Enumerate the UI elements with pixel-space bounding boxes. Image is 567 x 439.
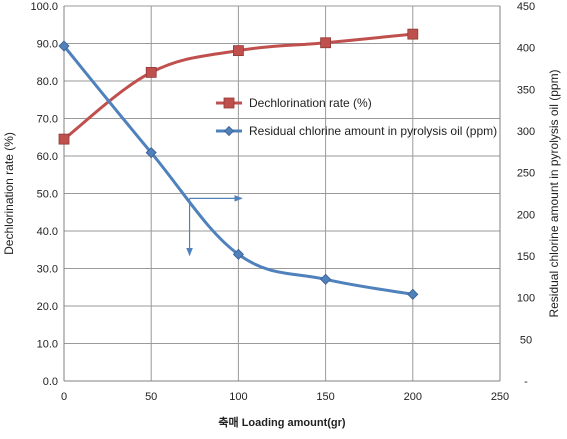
dechlorination-rate-point (58, 133, 70, 145)
y-left-tick-label: 10.0 (37, 339, 58, 351)
y-left-tick-label: 80.0 (37, 76, 58, 88)
x-tick-label: 100 (229, 391, 247, 403)
y-right-axis-title: Residual chlorine amount in pyrolysis oi… (547, 69, 561, 317)
legend-dechlorination-swatch-marker (223, 97, 235, 109)
dechlorination-rate-point (232, 45, 244, 57)
y-left-tick-label: 50.0 (37, 189, 58, 201)
x-tick-label: 150 (316, 391, 334, 403)
legend-residual-label: Residual chlorine amount in pyrolysis oi… (249, 124, 497, 138)
y-left-tick-label: 30.0 (37, 264, 58, 276)
x-tick-label: 200 (404, 391, 422, 403)
residual-chlorine-point (58, 40, 70, 52)
axis-labels: Dechlorination rate (%) Residual chlorine… (2, 69, 561, 429)
x-tick-label: 250 (491, 391, 509, 403)
residual-chlorine-point (407, 288, 419, 300)
y-right-tick-label: 200 (517, 209, 535, 221)
y-right-tick-label: 400 (517, 43, 535, 55)
residual-chlorine-point (320, 273, 332, 285)
residual-chlorine-point (145, 147, 157, 159)
annotations (186, 195, 243, 257)
y-left-tick-label: 20.0 (37, 301, 58, 313)
legend: Dechlorination rate (%) Residual chlorine… (216, 96, 497, 138)
dechlorination-rate-point (320, 37, 332, 49)
y-left-tick-label: 90.0 (37, 39, 58, 51)
y-right-tick-label: 300 (517, 126, 535, 138)
x-tick-label: 50 (145, 391, 157, 403)
gridlines (63, 5, 501, 382)
x-tick-label: 0 (61, 391, 67, 403)
y-left-tick-label: 0.0 (43, 376, 58, 388)
y-right-tick-label: 350 (517, 84, 535, 96)
y-right-tick-label: 450 (517, 1, 535, 13)
y-right-tick-label: 250 (517, 168, 535, 180)
dechlorination-rate-point (145, 66, 157, 78)
y-left-tick-label: 40.0 (37, 226, 58, 238)
y-right-tick-label: 100 (517, 293, 535, 305)
y-right-tick-label: 50 (520, 334, 532, 346)
y-right-tick-label: 150 (517, 251, 535, 263)
dechlorination-rate-point (407, 28, 419, 40)
residual-chlorine-line (62, 44, 415, 296)
series-markers (58, 28, 419, 300)
y-left-tick-label: 60.0 (37, 151, 58, 163)
legend-residual-swatch-marker (223, 125, 235, 137)
residual-chlorine-point (232, 248, 244, 260)
y-left-tick-label: 100.0 (30, 1, 58, 13)
y-right-tick-label: - (524, 376, 528, 388)
axes: 0.0 10.0 20.0 30.0 40.0 50.0 60.0 70.0 80.0 90.0 1… (30, 1, 535, 403)
x-axis-title: 축매 Loading amount(gr) (218, 415, 346, 429)
y-left-axis-title: Dechlorination rate (%) (2, 132, 16, 255)
y-left-tick-label: 70.0 (37, 114, 58, 126)
legend-dechlorination-label: Dechlorination rate (%) (249, 96, 372, 110)
